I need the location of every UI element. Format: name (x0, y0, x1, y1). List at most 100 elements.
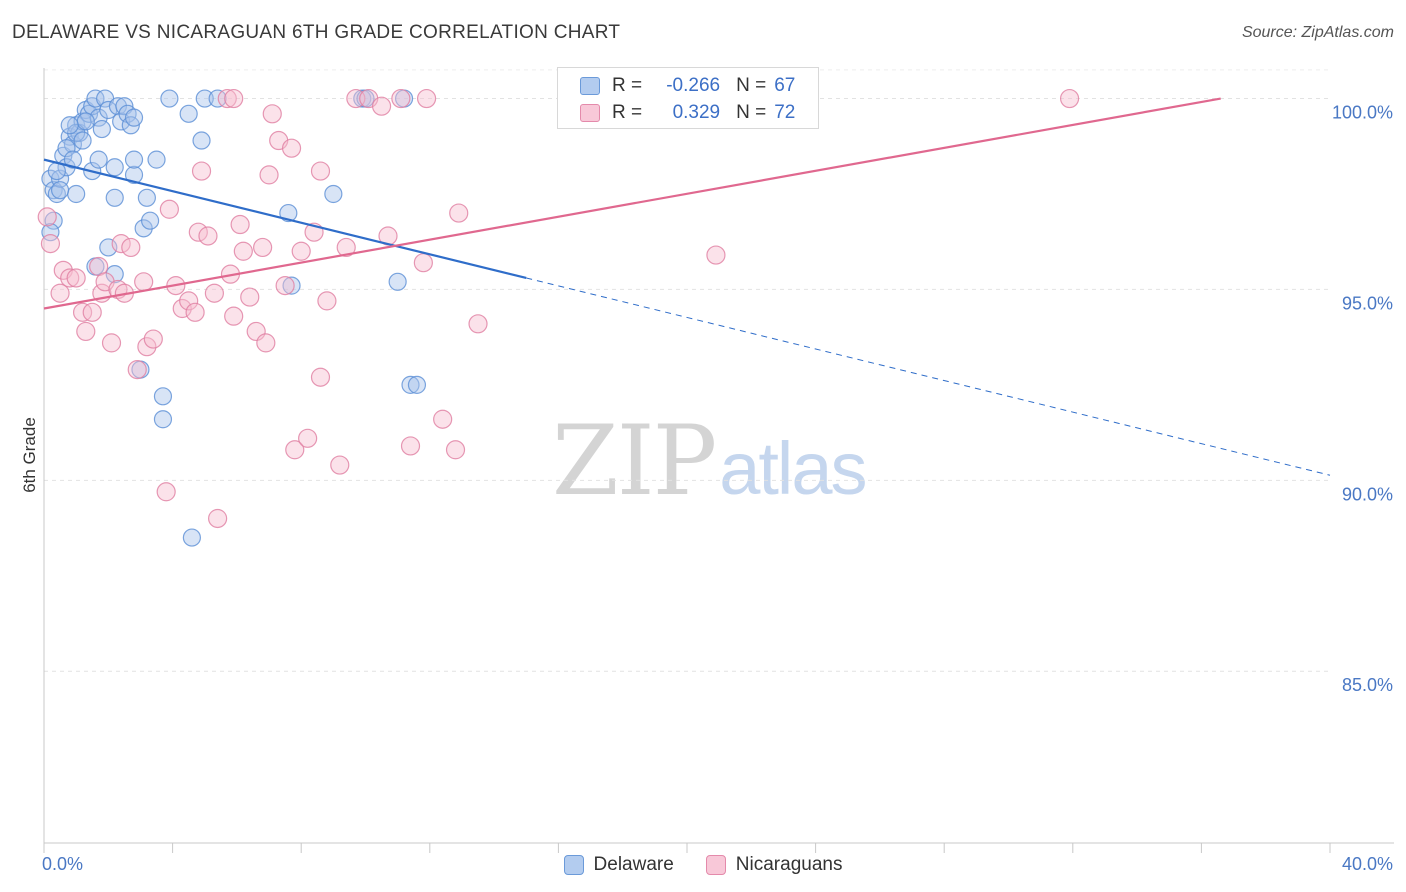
delaware-point (279, 203, 298, 223)
legend-swatch-nicaraguans (580, 104, 600, 122)
nicaraguans-point (253, 237, 273, 258)
delaware-point (124, 108, 144, 127)
nicaraguans-point (291, 241, 311, 261)
nicaraguans-point (706, 245, 726, 265)
legend-n-label: N = (736, 75, 767, 96)
delaware-point (282, 276, 301, 295)
delaware-point (324, 184, 343, 204)
legend-row-nicaraguans: R = 0.329 N = 72 (580, 100, 795, 126)
nicaraguans-point (217, 88, 237, 109)
delaware-point (134, 219, 153, 238)
nicaraguans-point (256, 333, 276, 353)
x-tick-label-max: 40.0% (1342, 854, 1393, 874)
nicaraguans-point (72, 302, 93, 322)
correlation-legend: R = -0.266 N = 67 R = 0.329 N = 72 (557, 67, 819, 129)
delaware-point (179, 104, 198, 123)
nicaraguans-point (310, 367, 331, 387)
nicaraguans-point (185, 302, 205, 322)
delaware-point (147, 150, 166, 169)
nicaraguans-point (317, 291, 337, 311)
legend-label-nicaraguans: Nicaraguans (735, 854, 843, 875)
x-tick-label-min: 0.0% (42, 854, 83, 874)
nicaraguans-point (37, 207, 57, 227)
nicaraguans-point (281, 138, 302, 158)
nicaraguans-point (400, 436, 421, 456)
legend-r-label: R = (612, 102, 643, 123)
delaware-point (63, 150, 83, 169)
delaware-point (73, 131, 92, 150)
nicaraguans-point (172, 298, 192, 319)
nicaraguans-point (416, 88, 437, 109)
nicaraguans-point (76, 321, 96, 342)
delaware-point (192, 131, 211, 150)
delaware-point (50, 181, 70, 200)
delaware-trend-extension (526, 277, 1331, 476)
legend-r-value: 0.329 (672, 102, 721, 123)
delaware-point (105, 188, 124, 207)
delaware-point (108, 97, 128, 116)
nicaraguans-trend-line (43, 97, 1221, 310)
legend-swatch-delaware (563, 855, 584, 875)
delaware-point (105, 265, 124, 284)
legend-swatch-nicaraguans (705, 855, 726, 875)
nicaraguans-point (262, 104, 282, 124)
nicaraguans-point (66, 268, 86, 288)
nicaraguans-point (468, 314, 488, 334)
nicaraguans-point (285, 440, 305, 460)
delaware-point (153, 387, 173, 406)
legend-r-label: R = (612, 75, 643, 96)
nicaraguans-point (134, 272, 154, 292)
delaware-point (401, 375, 420, 394)
nicaraguans-point (240, 287, 260, 307)
nicaraguans-point (336, 237, 356, 258)
nicaraguans-point (330, 455, 350, 475)
nicaraguans-point (224, 306, 244, 326)
nicaraguans-point (371, 96, 392, 116)
delaware-point (137, 188, 156, 207)
delaware-point (86, 89, 105, 108)
chart-title: DELAWARE VS NICARAGUAN 6TH GRADE CORRELA… (12, 22, 621, 43)
legend-n-label: N = (736, 102, 767, 123)
legend-r-value: -0.266 (666, 75, 721, 96)
nicaraguans-point (188, 222, 208, 242)
nicaraguans-point (391, 88, 411, 109)
nicaraguans-point (449, 203, 469, 223)
nicaraguans-point (101, 333, 122, 353)
delaware-point (208, 89, 227, 108)
y-tick-label: 90.0% (1342, 484, 1393, 504)
nicaraguans-point (275, 276, 295, 296)
delaware-point (41, 223, 60, 242)
nicaraguans-point (143, 329, 163, 349)
nicaraguans-point (82, 302, 102, 322)
delaware-point (89, 150, 108, 169)
nicaraguans-point (433, 409, 453, 429)
nicaraguans-point (233, 241, 253, 261)
nicaraguans-point (121, 237, 141, 258)
nicaraguans-point (111, 234, 131, 254)
nicaraguans-point (224, 88, 244, 109)
delaware-point (67, 184, 86, 204)
nicaraguans-point (40, 234, 61, 254)
legend-item-nicaraguans[interactable]: Nicaraguans (705, 854, 843, 876)
delaware-point (124, 165, 144, 184)
nicaraguans-point (298, 428, 318, 448)
delaware-point (160, 89, 179, 108)
delaware-point (153, 410, 173, 429)
delaware-point (60, 116, 79, 135)
nicaraguans-point (204, 283, 224, 303)
delaware-point (407, 375, 427, 394)
legend-n-value: 72 (774, 102, 796, 123)
delaware-point (76, 112, 95, 131)
nicaraguans-point (230, 214, 250, 235)
delaware-point (105, 158, 124, 177)
nicaraguans-point (1059, 88, 1080, 109)
delaware-point (388, 272, 407, 291)
delaware-point (195, 89, 214, 108)
legend-n-value: 67 (774, 75, 796, 96)
series-legend: Delaware Nicaraguans (0, 851, 1406, 879)
nicaraguans-point (60, 268, 80, 288)
legend-item-delaware[interactable]: Delaware (563, 854, 674, 876)
nicaraguans-point (179, 291, 199, 311)
delaware-trend-line (43, 158, 527, 280)
nicaraguans-point (413, 253, 433, 273)
